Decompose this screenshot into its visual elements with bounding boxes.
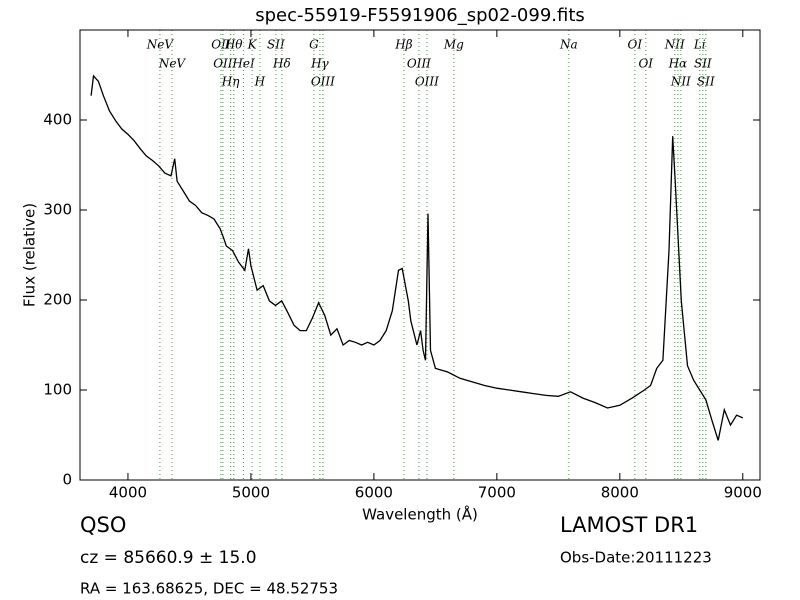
emission-label: Hδ [272,57,291,71]
x-tick-label: 5000 [232,484,270,502]
emission-label: H [254,75,266,89]
emission-label: Hβ [394,38,412,52]
emission-label: SII [694,57,712,71]
emission-label: G [309,38,319,52]
emission-label: Hη [221,75,240,89]
emission-label: NeV [158,57,187,71]
emission-label: OII [211,38,231,52]
redshift: cz = 85660.9 ± 15.0 [80,548,257,568]
emission-label: OIII [415,75,439,89]
chart-title: spec-55919-F5591906_sp02-099.fits [255,5,585,26]
emission-label: OIII [311,75,335,89]
emission-label: NeV [146,38,175,52]
emission-label: NII [670,75,691,89]
x-tick-label: 6000 [355,484,393,502]
emission-label: OI [638,57,653,71]
x-tick-label: 7000 [478,484,516,502]
emission-label: Hθ [224,38,243,52]
emission-label: Hα [668,57,688,71]
x-tick-label: 9000 [724,484,762,502]
emission-label: Li [693,38,706,52]
y-tick-label: 100 [43,381,72,399]
x-tick-label: 4000 [109,484,147,502]
y-tick-label: 200 [43,291,72,309]
y-axis-label: Flux (relative) [21,203,39,307]
y-tick-label: 300 [43,201,72,219]
x-tick-label: 8000 [601,484,639,502]
object-class: QSO [80,513,126,537]
emission-label: Na [559,38,578,52]
emission-label: OII [213,57,233,71]
emission-label: OIII [407,57,431,71]
y-tick-label: 0 [62,471,72,489]
emission-label: OI [628,38,643,52]
y-tick-label: 400 [43,111,72,129]
emission-label: Mg [443,38,464,52]
emission-label: SII [697,75,715,89]
emission-label: HeI [231,57,255,71]
emission-label: K [247,38,258,52]
spectrum-line [90,74,744,441]
x-axis-label: Wavelength (Å) [362,505,478,524]
emission-label: NII [664,38,685,52]
plot-frame [79,29,761,481]
emission-label: SII [267,38,285,52]
survey: LAMOST DR1 [560,513,698,537]
obs-date: Obs-Date:20111223 [560,549,712,567]
emission-label: Hγ [310,57,329,71]
coordinates: RA = 163.68625, DEC = 48.52753 [80,580,338,598]
